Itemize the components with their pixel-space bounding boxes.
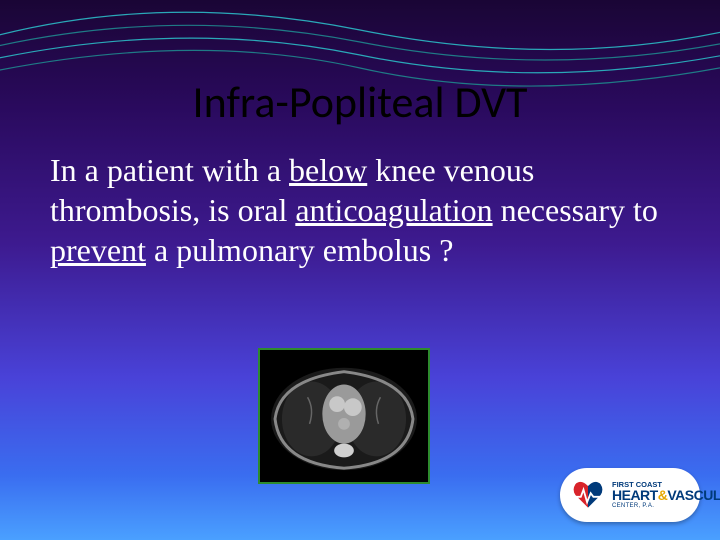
logo-badge: FIRST COAST HEART&VASCULAR CENTER, P.A.	[560, 468, 700, 522]
underlined-word: below	[289, 152, 367, 188]
heart-icon	[570, 477, 606, 513]
slide-title: Infra-Popliteal DVT	[0, 75, 720, 129]
underlined-word: prevent	[50, 232, 146, 268]
ct-scan-image	[260, 350, 428, 482]
ct-image-frame	[258, 348, 430, 484]
body-text-segment: a pulmonary embolus ?	[146, 232, 453, 268]
logo-word: VASCULAR	[667, 487, 720, 503]
slide-body: In a patient with a below knee venous th…	[50, 150, 660, 270]
underlined-word: anticoagulation	[295, 192, 492, 228]
logo-word: HEART	[612, 487, 658, 503]
slide: Infra-Popliteal DVT In a patient with a …	[0, 0, 720, 540]
logo-line3: CENTER, P.A.	[612, 503, 720, 509]
body-text-segment: necessary to	[493, 192, 658, 228]
logo-amp: &	[658, 487, 668, 503]
logo-text: FIRST COAST HEART&VASCULAR CENTER, P.A.	[612, 481, 720, 510]
body-text-segment: In a patient with a	[50, 152, 289, 188]
logo-line2: HEART&VASCULAR	[612, 488, 720, 503]
